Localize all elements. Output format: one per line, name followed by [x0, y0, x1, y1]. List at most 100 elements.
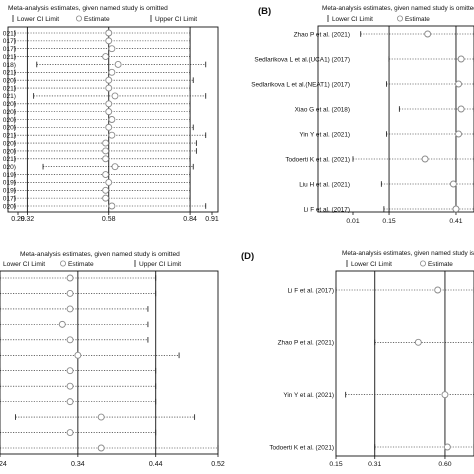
legend: Lower CI Limit Estimate: [346, 260, 453, 268]
estimate-point: [102, 155, 110, 163]
study-label: 017): [3, 46, 16, 53]
estimate-point: [66, 290, 74, 297]
plot-frame: [317, 25, 474, 213]
estimate-point: [105, 84, 113, 92]
legend-estimate-marker: [419, 260, 426, 267]
study-label: 021): [3, 70, 16, 77]
study-row: [0, 336, 149, 344]
study-row: 020): [3, 123, 194, 132]
study-label: Todoerti K et al. (2021): [269, 444, 334, 451]
x-tick-label: 0.58: [102, 216, 116, 223]
study-row: 019): [3, 186, 191, 195]
estimate-point: [105, 100, 113, 108]
study-row: Yin Y et al. (2021): [283, 391, 474, 399]
estimate-point: [102, 147, 110, 155]
plot-frame: [0, 270, 219, 455]
study-row: [0, 444, 219, 452]
x-tick-label: 0.52: [211, 461, 225, 468]
estimate-point: [105, 123, 113, 131]
legend-entry: Lower CI Limit: [17, 16, 59, 23]
study-label: 021): [3, 30, 16, 37]
estimate-point: [66, 429, 74, 436]
study-label: 021): [3, 54, 16, 61]
study-row: 021): [3, 53, 191, 61]
study-row: 019): [3, 178, 191, 187]
estimate-point: [449, 180, 457, 188]
estimate-point: [414, 338, 422, 346]
study-row: 018): [3, 61, 207, 69]
study-label: 020): [3, 101, 16, 108]
study-label: 021): [3, 133, 16, 140]
estimate-point: [105, 178, 113, 186]
study-row: 017): [3, 45, 191, 53]
study-row: 021): [3, 92, 207, 100]
study-row: 020): [3, 100, 191, 108]
study-row: 017): [3, 194, 191, 202]
study-label: 020): [3, 203, 16, 210]
study-label: Yin Y et al. (2021): [299, 131, 350, 138]
estimate-point: [66, 398, 74, 406]
estimate-point: [97, 444, 105, 452]
legend-entry: Lower CI Limit: [332, 16, 373, 23]
study-label: 021): [3, 85, 16, 92]
study-row: Yin Y et al. (2021): [299, 130, 474, 138]
estimate-point: [102, 194, 110, 202]
estimate-point: [434, 286, 442, 294]
panel-b: (B) Meta-analysis estimates, given named …: [251, 5, 474, 225]
study-label: 019): [3, 188, 16, 195]
estimate-point: [114, 61, 122, 68]
legend-estimate-marker: [76, 15, 83, 22]
study-row: 021): [3, 131, 207, 140]
study-row: Todoerti K et al. (2021): [285, 155, 474, 163]
study-label: Li F et al. (2017): [287, 287, 334, 294]
estimate-point: [66, 382, 74, 390]
x-tick-label: 0.29: [11, 216, 25, 223]
estimate-point: [74, 351, 82, 359]
study-row: 020): [3, 116, 191, 124]
x-tick-label: 0.01: [346, 218, 359, 225]
study-row: [15, 413, 196, 421]
estimate-point: [443, 443, 451, 451]
study-row: 020): [3, 163, 194, 171]
x-tick-label: 0.44: [149, 461, 163, 468]
study-row: 020): [3, 139, 197, 147]
legend: Lower CI Limit Estimate Upper CI Limit: [12, 15, 197, 23]
study-label: 020): [3, 117, 16, 124]
estimate-point: [441, 391, 449, 399]
estimate-point: [102, 171, 110, 178]
panel-title: Meta-analysis estimates, given named stu…: [20, 251, 180, 258]
study-row: [0, 305, 149, 313]
study-row: 020): [3, 202, 207, 210]
estimate-point: [102, 53, 110, 61]
study-row: [0, 429, 157, 436]
study-label: Li F et al. (2017): [303, 206, 350, 213]
estimate-point: [111, 92, 119, 100]
x-tick-label: 0.91: [205, 216, 219, 223]
study-row: Zhao P et al. (2021): [294, 30, 474, 38]
legend-entry: Upper CI Limit: [155, 16, 197, 23]
panel-label: (B): [258, 6, 271, 17]
legend-entry: Estimate: [84, 16, 110, 23]
estimate-point: [424, 30, 432, 38]
x-tick-label: 0.41: [449, 218, 462, 225]
x-tick-label: 0.15: [382, 218, 395, 225]
legend-entry: Estimate: [428, 261, 453, 268]
x-tick-label: 0.31: [368, 461, 381, 468]
estimate-point: [421, 155, 429, 163]
x-tick-label: 0.34: [71, 461, 85, 468]
x-tick-label: 0.60: [438, 461, 451, 468]
estimate-point: [457, 105, 465, 113]
x-tick-label: 0.32: [21, 216, 35, 223]
panel-title: Meta-analysis estimates, given named stu…: [322, 5, 474, 12]
study-label: 017): [3, 195, 16, 202]
legend-entry: Estimate: [68, 261, 94, 268]
estimate-point: [108, 131, 116, 139]
estimate-point: [455, 130, 463, 138]
estimate-point: [108, 45, 116, 53]
study-row: 021): [3, 84, 191, 92]
study-label: Xiao G et al. (2018): [295, 106, 350, 113]
study-row: [0, 290, 157, 297]
x-tick-label: 0.24: [0, 461, 7, 468]
x-tick-label: 0.84: [183, 216, 197, 223]
